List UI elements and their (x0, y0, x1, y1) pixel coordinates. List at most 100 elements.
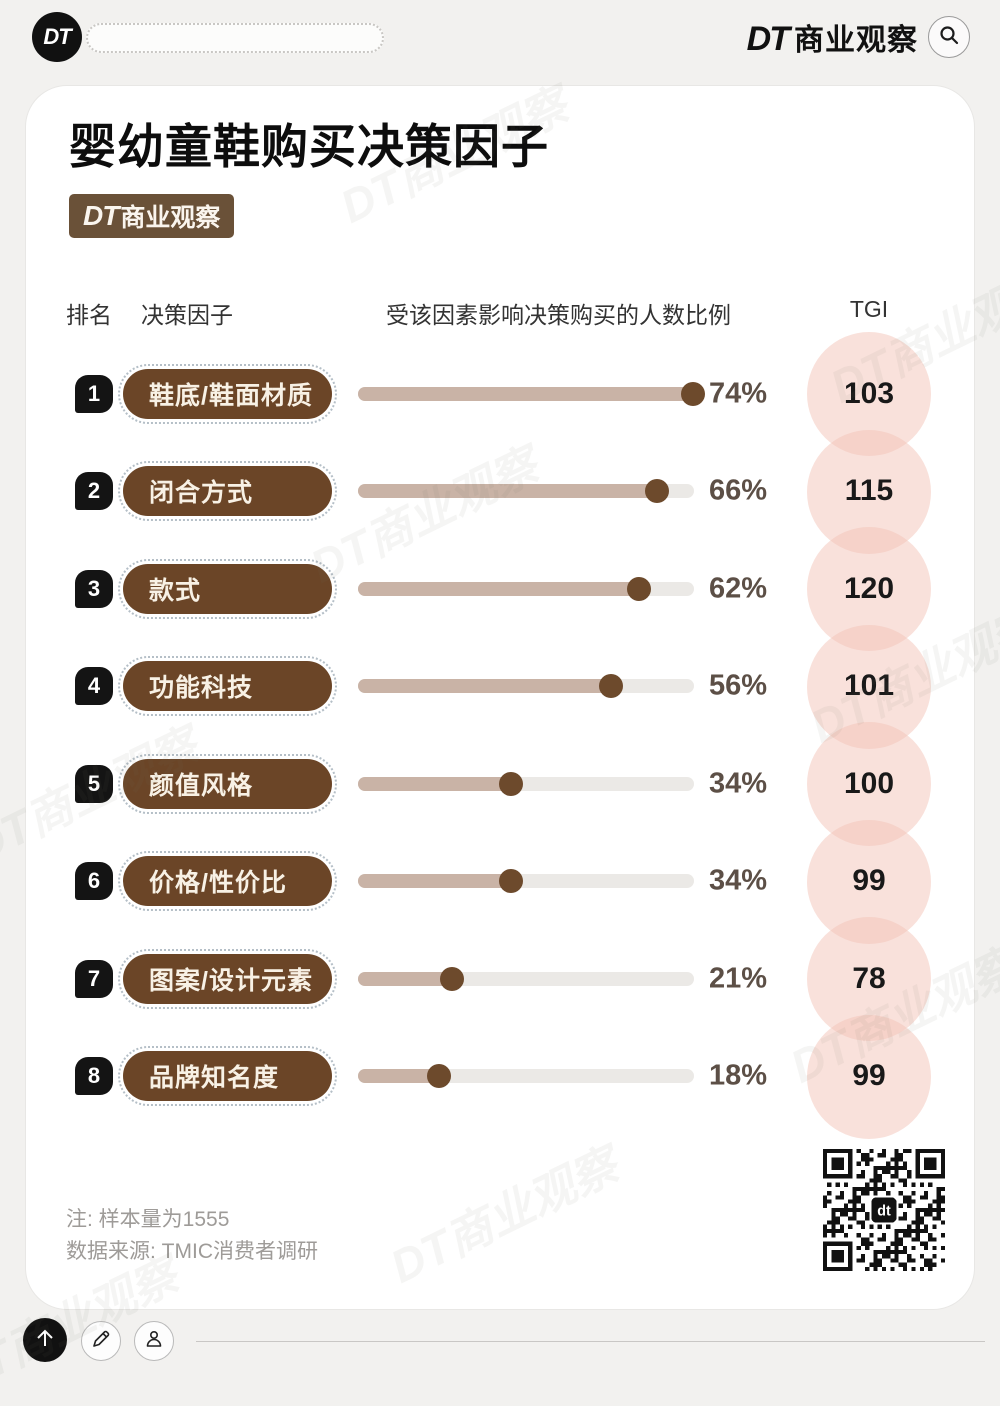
bar-dot (599, 674, 624, 699)
factor-pill-inner: 功能科技 (123, 661, 332, 712)
source-note: 数据来源: TMIC消费者调研 (66, 1240, 318, 1263)
factor-pill: 款式 (118, 558, 337, 619)
rank-number: 4 (87, 673, 101, 699)
table-row: 3 款式 62% 120 (26, 527, 976, 651)
rank-number: 8 (87, 1063, 101, 1089)
bar-fill (358, 674, 624, 699)
infographic-card: 婴幼童鞋购买决策因子 DT 商业观察 排名 决策因子 受该因素影响决策购买的人数比… (25, 85, 975, 1310)
chart-rows: 1 鞋底/鞋面材质 74% 103 2 闭合方式 (26, 332, 976, 1139)
factor-pill-inner: 款式 (123, 563, 332, 614)
rank-badge: 8 (75, 1057, 113, 1096)
qr-code: dt (823, 1149, 945, 1271)
bar-track (358, 576, 694, 601)
factor-pill: 图案/设计元素 (118, 948, 337, 1009)
app-header: DT DT 商业观察 (0, 0, 1000, 85)
tgi-value: 115 (844, 474, 894, 508)
edit-button[interactable] (81, 1321, 121, 1361)
bar-dot (644, 479, 669, 504)
percent-label: 66% (709, 474, 768, 507)
table-row: 7 图案/设计元素 21% 78 (26, 917, 976, 1041)
table-row: 4 功能科技 56% 101 (26, 624, 976, 749)
svg-text:dt: dt (877, 1203, 891, 1219)
page-title: 婴幼童鞋购买决策因子 (69, 120, 549, 173)
brand-dt: DT (746, 20, 790, 58)
column-header-tgi: TGI (849, 296, 889, 322)
factor-pill-inner: 图案/设计元素 (123, 953, 332, 1004)
percent-label: 21% (709, 962, 768, 995)
tgi-value: 99 (852, 864, 886, 898)
rank-badge: 4 (75, 667, 113, 706)
tgi-value: 103 (843, 376, 895, 410)
tgi-value: 99 (852, 1059, 886, 1093)
factor-pill-inner: 鞋底/鞋面材质 (123, 368, 332, 419)
rank-badge: 6 (75, 862, 113, 901)
pencil-icon (90, 1328, 112, 1355)
factor-pill-inner: 颜值风格 (123, 758, 332, 809)
table-row: 8 品牌知名度 18% 99 (26, 1014, 976, 1139)
rank-badge: 2 (75, 472, 113, 511)
bottom-toolbar (0, 1310, 1000, 1377)
percent-label: 62% (709, 572, 768, 605)
search-button[interactable] (928, 16, 970, 58)
header-search-pill[interactable] (86, 23, 384, 53)
bar-fill (358, 479, 669, 504)
profile-button[interactable] (134, 1321, 174, 1361)
brand-name: 商业观察 (794, 24, 918, 57)
brand-title: DT 商业观察 (747, 15, 918, 59)
brand-badge-name: 商业观察 (120, 204, 221, 232)
bar-fill (358, 771, 524, 796)
factor-label: 鞋底/鞋面材质 (149, 381, 313, 410)
tgi-value: 120 (843, 571, 895, 605)
column-header-factor: 决策因子 (141, 302, 233, 328)
bar-track (358, 771, 694, 796)
bar-dot (499, 771, 524, 796)
brand-badge-dt: DT (83, 200, 119, 231)
factor-pill-inner: 品牌知名度 (123, 1051, 332, 1102)
table-row: 6 价格/性价比 34% 99 (26, 819, 976, 944)
factor-label: 闭合方式 (149, 479, 254, 508)
factor-pill-inner: 闭合方式 (123, 466, 332, 517)
header-brand-area: DT 商业观察 (747, 0, 970, 74)
tgi-value: 78 (852, 961, 886, 995)
rank-badge: 7 (75, 959, 113, 998)
percent-label: 18% (709, 1059, 768, 1092)
bar-fill (358, 576, 651, 601)
tgi-value: 100 (843, 766, 895, 800)
factor-pill: 鞋底/鞋面材质 (118, 363, 337, 424)
factor-label: 颜值风格 (149, 771, 254, 800)
bar-track (358, 479, 694, 504)
bar-fill (358, 869, 524, 894)
scroll-top-button[interactable] (23, 1318, 67, 1362)
rank-number: 2 (87, 478, 101, 504)
table-row: 5 颜值风格 34% 100 (26, 722, 976, 846)
brand-badge: DT 商业观察 (69, 194, 235, 238)
factor-label: 品牌知名度 (149, 1064, 280, 1093)
table-row: 2 闭合方式 66% 115 (26, 429, 976, 554)
bar-track (358, 1064, 694, 1089)
bar-fill (358, 1064, 451, 1089)
factor-pill-inner: 价格/性价比 (123, 856, 332, 907)
factor-label: 图案/设计元素 (149, 966, 313, 995)
rank-badge: 1 (75, 374, 113, 413)
bar-dot (499, 869, 524, 894)
column-header-rank: 排名 (66, 302, 112, 328)
footnotes: 注: 样本量为1555 数据来源: TMIC消费者调研 (66, 1204, 318, 1268)
rank-number: 3 (87, 575, 101, 601)
factor-pill: 闭合方式 (118, 461, 337, 522)
arrow-up-icon (33, 1326, 57, 1355)
search-icon (938, 24, 960, 51)
bar-fill (358, 966, 465, 991)
bar-dot (681, 381, 705, 406)
factor-pill: 价格/性价比 (118, 851, 337, 912)
factor-label: 款式 (149, 576, 202, 605)
factor-pill: 品牌知名度 (118, 1046, 337, 1107)
bar-track (358, 674, 694, 699)
bar-fill (358, 381, 705, 406)
rank-number: 1 (87, 380, 101, 406)
percent-label: 74% (709, 377, 768, 410)
factor-pill: 颜值风格 (118, 753, 337, 814)
table-row: 1 鞋底/鞋面材质 74% 103 (26, 332, 976, 456)
dt-logo-icon: DT (32, 12, 82, 62)
tgi-value: 101 (843, 669, 895, 703)
bar-dot (440, 966, 465, 991)
